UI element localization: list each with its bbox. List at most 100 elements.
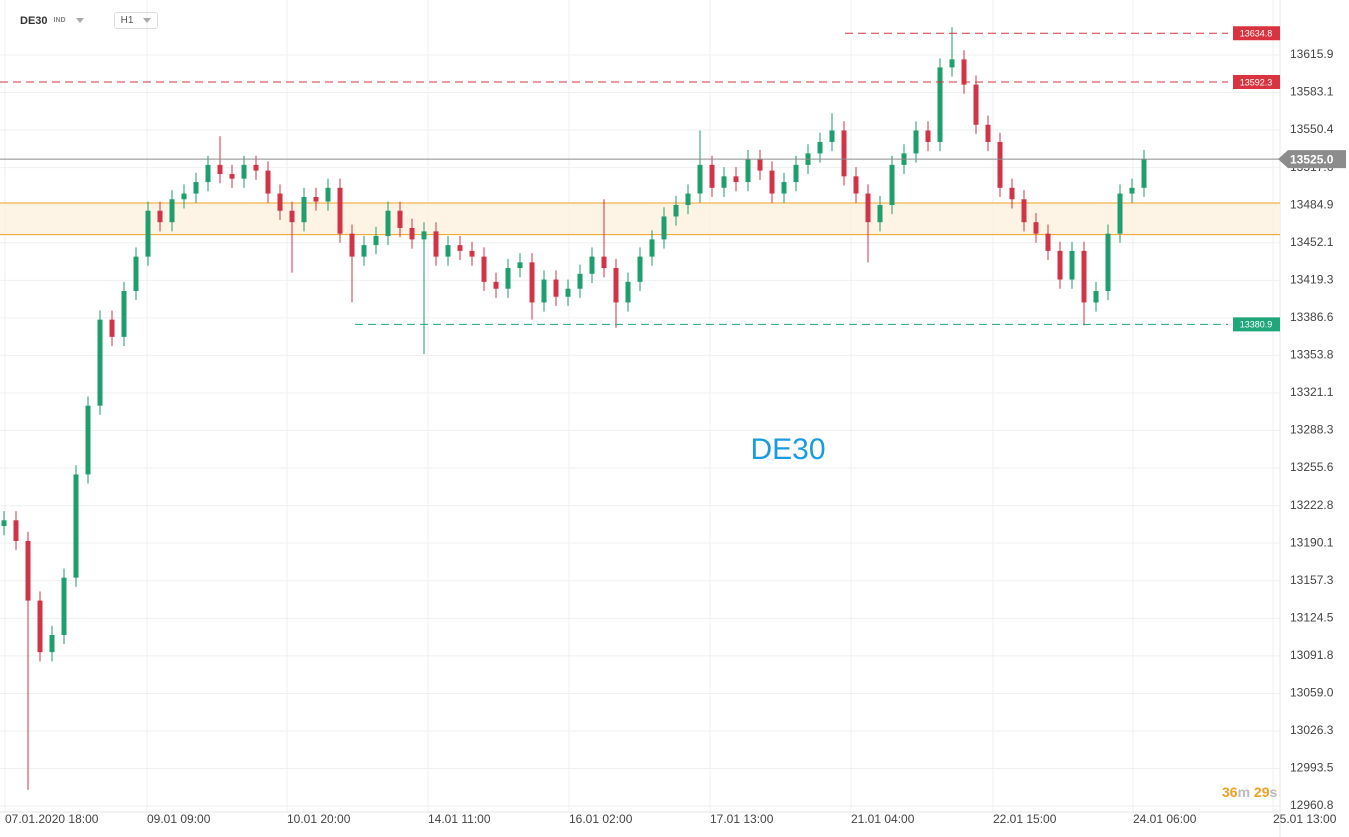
candle-body	[661, 216, 667, 240]
y-tick-label: 13026.3	[1290, 723, 1334, 737]
candle-body	[517, 262, 523, 269]
candle-body	[1141, 159, 1147, 188]
candle-body	[193, 182, 199, 194]
candle-body	[49, 634, 55, 653]
candle-body	[625, 281, 631, 303]
current-price-tag	[1278, 150, 1346, 169]
candle-body	[1057, 250, 1063, 280]
candle-body	[445, 245, 451, 257]
timeframe: H1	[120, 15, 134, 26]
candle-body	[433, 231, 439, 257]
candle-body	[685, 193, 691, 206]
candle-body	[1009, 187, 1015, 200]
candle-body	[277, 193, 283, 211]
y-tick-label: 13550.4	[1290, 122, 1334, 136]
y-tick-label: 13452.1	[1290, 235, 1334, 249]
symbol[interactable]: DE30	[20, 14, 48, 27]
candle-body	[649, 239, 655, 257]
timeframe-select[interactable]: H1	[113, 12, 159, 29]
candle-body	[1021, 199, 1027, 223]
x-tick-label: 17.01 13:00	[710, 812, 774, 826]
y-tick-label: 13288.3	[1290, 423, 1334, 437]
candle-body	[877, 205, 883, 223]
watermark: DE30	[750, 433, 825, 466]
level-tag	[1233, 317, 1280, 332]
candle-body	[373, 235, 379, 246]
minutes: 36	[1222, 784, 1238, 800]
candle-body	[325, 187, 331, 202]
y-tick-label: 13484.9	[1290, 197, 1334, 211]
candle-body	[637, 256, 643, 282]
candle-body	[553, 279, 559, 297]
candle-body	[349, 233, 355, 257]
y-tick-label: 13321.1	[1290, 385, 1334, 399]
candle-body	[253, 164, 259, 171]
candle-body	[925, 130, 931, 142]
candle-body	[85, 405, 91, 475]
zone	[0, 202, 1280, 235]
candle-body	[289, 210, 295, 223]
candle-body	[565, 288, 571, 297]
x-tick-label: 25.01 13:00	[1273, 812, 1337, 826]
candle-body	[961, 59, 967, 85]
candle-body	[1105, 233, 1111, 291]
candle-body	[133, 256, 139, 291]
candle-body	[1081, 250, 1087, 303]
candle-body	[481, 256, 487, 282]
candle-body	[469, 250, 475, 257]
candle-body	[1069, 250, 1075, 280]
candle-body	[769, 170, 775, 194]
y-tick-label: 13615.9	[1290, 47, 1334, 61]
seconds: 29	[1253, 784, 1270, 800]
x-tick-label: 09.01 09:00	[147, 812, 211, 826]
candle-body	[853, 176, 859, 194]
x-tick-label: 14.01 11:00	[428, 812, 491, 826]
candle-body	[841, 130, 847, 177]
candle-body	[109, 319, 115, 337]
candle-body	[217, 164, 223, 175]
candle-body	[61, 577, 67, 635]
y-tick-label: 13222.8	[1290, 498, 1334, 512]
unit: s	[1269, 784, 1278, 800]
level-label: 13634.8	[1240, 29, 1273, 39]
candle-body	[913, 130, 919, 154]
candle-body	[337, 187, 343, 234]
candle-body	[169, 199, 175, 223]
candle-body	[697, 164, 703, 194]
candle-body	[13, 520, 19, 541]
candle-body	[1129, 187, 1135, 194]
candle-body	[889, 164, 895, 206]
candle-body	[529, 262, 535, 303]
candle-body	[829, 130, 835, 142]
candle-body	[397, 210, 403, 228]
y-tick-label: 13255.6	[1290, 460, 1334, 474]
candle-body	[757, 159, 763, 171]
candle-body	[361, 245, 367, 257]
candle-body	[721, 176, 727, 188]
candle-body	[973, 84, 979, 125]
candle-body	[745, 159, 751, 183]
y-tick-label: 12960.8	[1290, 798, 1334, 812]
y-tick-label: 13190.1	[1290, 535, 1334, 549]
candle-body	[121, 290, 127, 337]
candle-body	[613, 268, 619, 303]
candle-body	[673, 205, 679, 217]
y-tick-label: 13353.8	[1290, 348, 1334, 362]
dropdown-caret[interactable]	[75, 18, 84, 23]
y-tick-label: 12993.5	[1290, 761, 1334, 775]
candle-body	[97, 319, 103, 406]
candle-body	[241, 164, 247, 179]
candle-body	[1093, 290, 1099, 303]
y-tick-label: 13583.1	[1290, 85, 1334, 99]
candle-body	[313, 196, 319, 202]
candle-body	[205, 164, 211, 183]
level-label: 13592.3	[1240, 77, 1273, 87]
candle-body	[181, 193, 187, 200]
level-tag	[1233, 74, 1280, 89]
candle-body	[145, 210, 151, 257]
market: IND	[53, 17, 66, 24]
y-tick-label: 13124.5	[1290, 611, 1334, 625]
candle-body	[409, 227, 415, 240]
candle-body	[781, 182, 787, 194]
